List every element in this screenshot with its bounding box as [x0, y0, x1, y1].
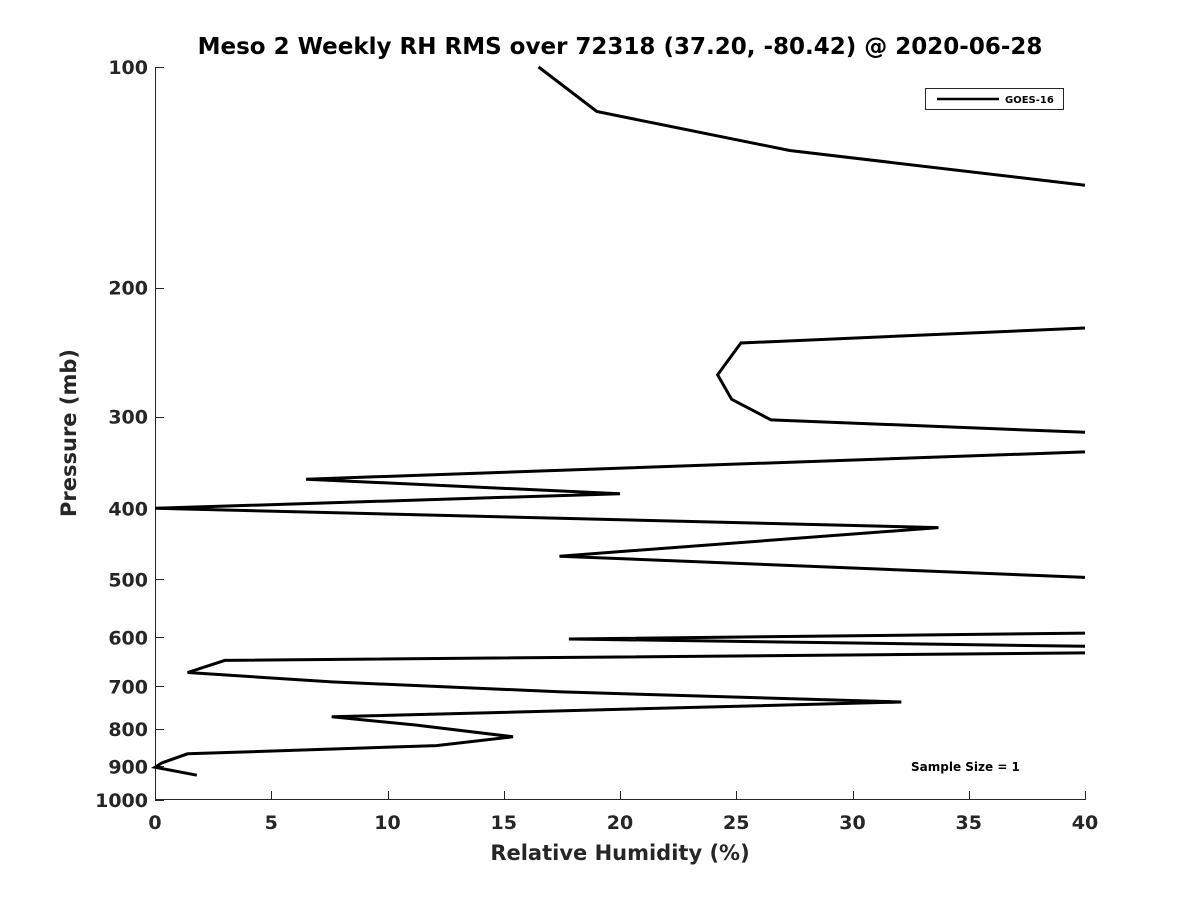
series-layer — [150, 65, 1086, 777]
legend: GOES-16 — [925, 88, 1064, 110]
x-axis-label: Relative Humidity (%) — [490, 841, 749, 865]
x-tick-label: 0 — [148, 812, 161, 834]
x-tick-label: 25 — [723, 812, 749, 834]
y-tick-label: 700 — [108, 676, 148, 698]
y-tick-label: 100 — [108, 57, 148, 79]
y-axis-label: Pressure (mb) — [57, 349, 81, 517]
y-tick-label: 500 — [108, 569, 148, 591]
legend-label: GOES-16 — [1005, 95, 1054, 106]
chart-title: Meso 2 Weekly RH RMS over 72318 (37.20, … — [198, 34, 1043, 60]
series-line-goes-16 — [150, 65, 1086, 777]
y-tick-label: 1000 — [95, 790, 148, 812]
y-ticks: 100 200 300 400 500 600 700 800 900 1000 — [95, 57, 164, 812]
x-tick-label: 35 — [956, 812, 982, 834]
x-tick-label: 20 — [607, 812, 633, 834]
sample-size-annotation: Sample Size = 1 — [911, 760, 1020, 774]
x-tick-label: 10 — [374, 812, 400, 834]
x-tick-label: 40 — [1072, 812, 1098, 834]
x-tick-label: 5 — [265, 812, 278, 834]
y-tick-label: 400 — [108, 498, 148, 520]
x-ticks: 0 5 10 15 20 25 30 35 40 — [148, 791, 1098, 834]
y-tick-label: 600 — [108, 627, 148, 649]
y-tick-label: 800 — [108, 719, 148, 741]
y-tick-label: 200 — [108, 278, 148, 300]
x-tick-label: 15 — [491, 812, 517, 834]
y-tick-label: 300 — [108, 407, 148, 429]
y-tick-label: 900 — [108, 756, 148, 778]
x-tick-label: 30 — [839, 812, 865, 834]
